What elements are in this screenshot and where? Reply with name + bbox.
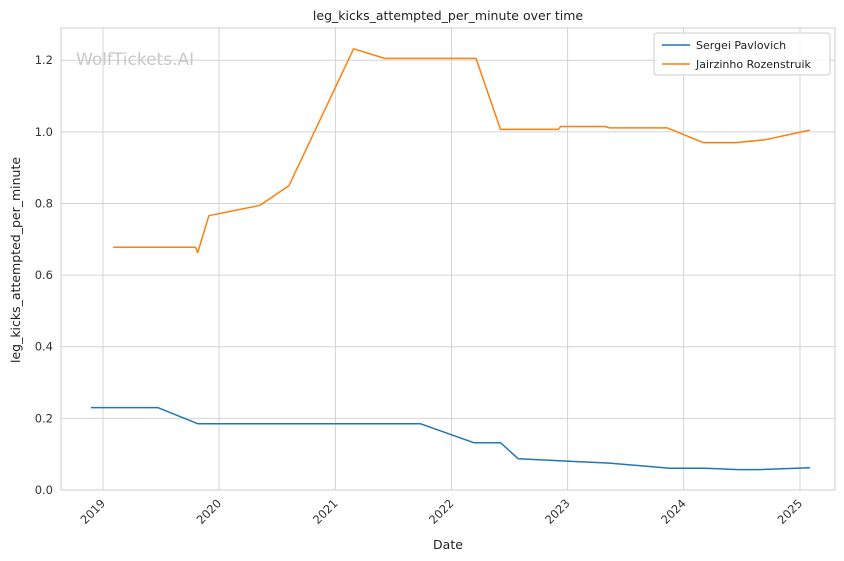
legend-label: Sergei Pavlovich — [696, 39, 786, 52]
y-tick-label: 0.8 — [35, 196, 53, 210]
plot-frame — [60, 27, 836, 491]
y-tick-label: 0.0 — [35, 483, 53, 497]
x-axis-label: Date — [433, 537, 463, 552]
legend-box — [653, 32, 831, 76]
y-tick-label: 0.6 — [35, 268, 53, 282]
watermark: WolfTickets.AI — [76, 50, 194, 70]
y-tick-label: 1.0 — [35, 125, 53, 139]
y-axis-label: leg_kicks_attempted_per_minute — [8, 157, 23, 363]
series-lines — [90, 48, 811, 471]
series-line — [90, 406, 810, 471]
legend-label: Jairzinho Rozenstruik — [695, 58, 812, 71]
y-tick-label: 0.4 — [35, 340, 53, 354]
y-tick-label: 0.2 — [35, 411, 53, 425]
series-line — [113, 48, 811, 254]
chart-title: leg_kicks_attempted_per_minute over time — [313, 8, 583, 23]
grid — [61, 28, 835, 491]
y-tick-label: 1.2 — [35, 53, 53, 67]
legend: Sergei Pavlovich Jairzinho Rozenstruik — [653, 32, 831, 76]
